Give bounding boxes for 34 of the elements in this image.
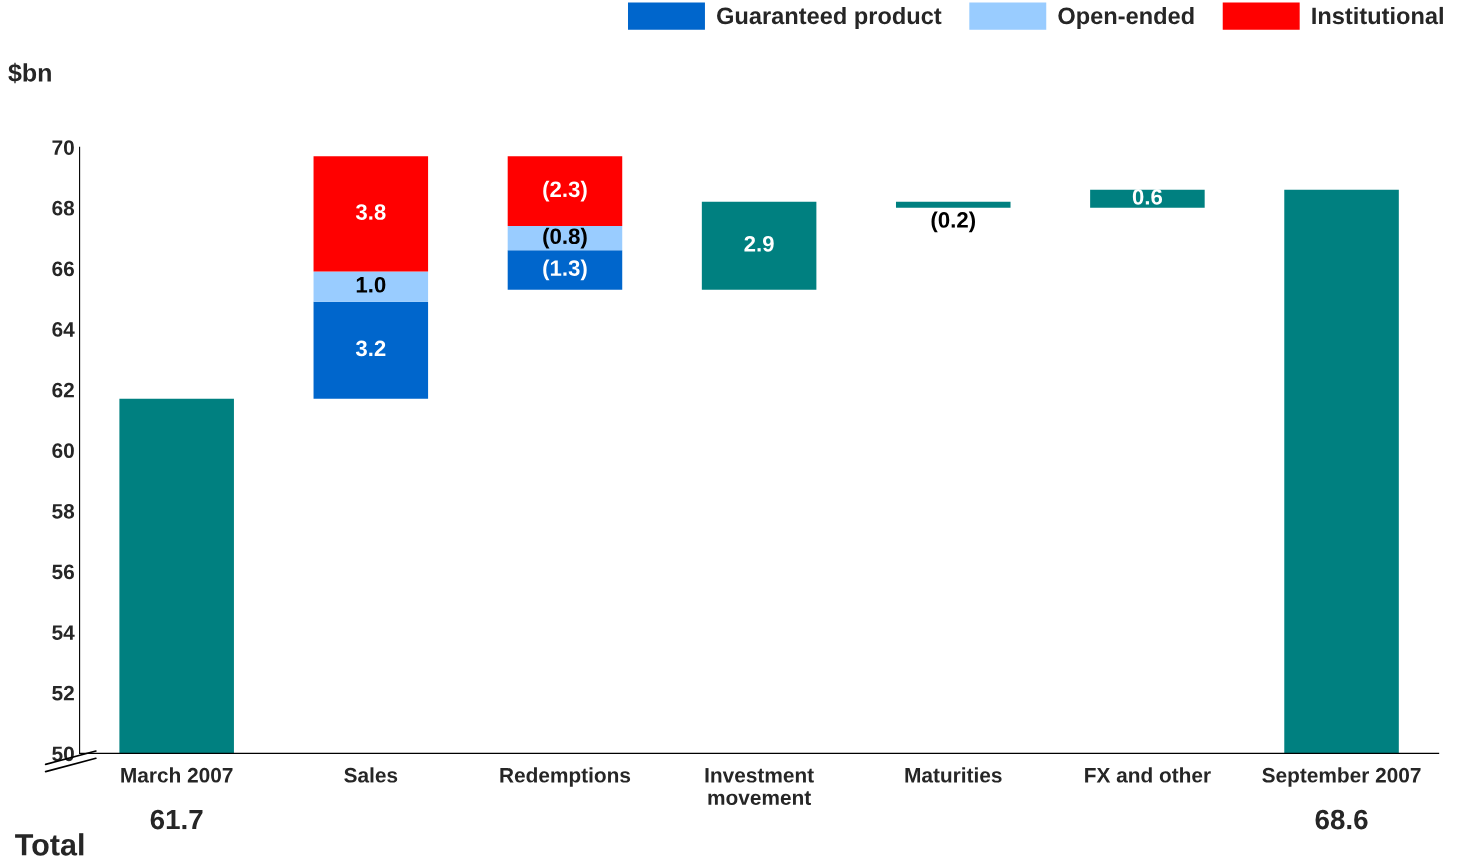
data-label: 61.7 xyxy=(150,809,203,830)
x-tick-label: Investment movement xyxy=(705,768,814,806)
x-tick-label: September 2007 xyxy=(1262,767,1421,787)
y-tick-label: 56 xyxy=(52,564,74,580)
data-label: 2.9 xyxy=(744,235,774,252)
x-tick-label: FX and other xyxy=(1085,767,1211,783)
y-tick-label: 66 xyxy=(52,261,74,277)
y-tick-label: 62 xyxy=(52,382,74,398)
data-label: (2.3) xyxy=(543,180,587,202)
y-tick-label: 68 xyxy=(52,200,75,216)
y-tick-label: 54 xyxy=(52,625,75,640)
data-label: 0.6 xyxy=(1132,188,1163,205)
legend-label: Guaranteed product xyxy=(717,6,942,29)
y-axis-title: $bn xyxy=(8,62,51,84)
data-label: 68.6 xyxy=(1315,809,1368,830)
legend-label: Institutional xyxy=(1312,6,1443,25)
data-label: 3.2 xyxy=(355,340,386,357)
data-label: (1.3) xyxy=(543,259,587,281)
data-label: (0.8) xyxy=(543,227,587,249)
y-tick-label: 60 xyxy=(52,443,74,459)
x-tick-label: Maturities xyxy=(905,767,1002,783)
data-label: 1.0 xyxy=(356,276,386,293)
x-tick-label: Sales xyxy=(344,767,398,783)
y-tick-label: 70 xyxy=(52,140,74,155)
y-tick-label: 52 xyxy=(52,685,74,701)
y-tick-label: 58 xyxy=(52,503,75,519)
text: Total xyxy=(15,833,84,856)
y-tick-label: 50 xyxy=(52,746,74,762)
data-label: 3.8 xyxy=(355,204,386,220)
y-tick-label: 64 xyxy=(52,322,75,337)
data-label: (0.2) xyxy=(931,211,975,233)
x-tick-label: March 2007 xyxy=(121,767,233,783)
legend-label: Open-ended xyxy=(1058,6,1194,29)
x-tick-label: Redemptions xyxy=(500,767,631,787)
